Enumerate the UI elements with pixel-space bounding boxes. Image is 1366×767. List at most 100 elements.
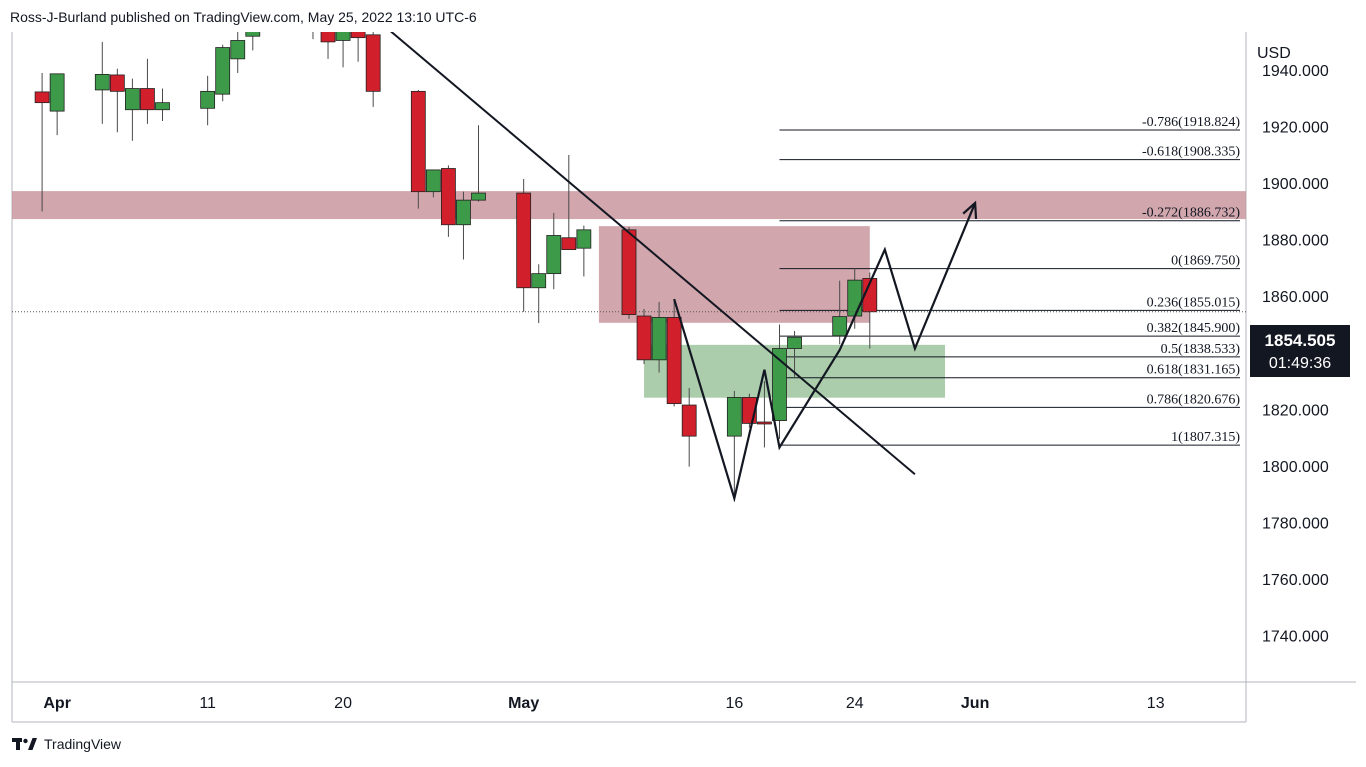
time-axis-tick: Apr: [43, 695, 71, 712]
candle-body: [862, 278, 878, 313]
current-price-badge: 1854.505 01:49:36: [1250, 325, 1350, 377]
candle: [49, 73, 65, 136]
candle-body: [215, 47, 231, 95]
candle-body: [456, 199, 471, 226]
candle-body: [636, 315, 652, 361]
fib-level-label: 0.618(1831.165): [1147, 363, 1241, 378]
candle-body: [94, 73, 110, 91]
candle: [787, 331, 802, 377]
candle: [109, 68, 125, 133]
candle: [155, 88, 170, 122]
candle-body: [471, 192, 486, 201]
chart-frame: [11, 32, 1356, 723]
candle: [261, 8, 275, 28]
candle-body: [651, 317, 667, 361]
price-axis-currency: USD: [1257, 45, 1291, 62]
projection-arrowhead: [962, 200, 978, 220]
candle: [576, 225, 592, 277]
candle: [140, 58, 155, 124]
fib-level-label: -0.618(1908.335): [1142, 145, 1240, 160]
candle: [456, 191, 471, 260]
candles-layer: [34, 0, 878, 502]
candle-body: [320, 32, 336, 43]
candle: [832, 280, 848, 345]
candle: [516, 178, 532, 312]
time-axis-tick: 24: [846, 695, 864, 712]
candle: [306, 0, 320, 40]
price-axis-tick: 1740.000: [1262, 628, 1329, 645]
candle-body: [621, 229, 637, 316]
candle-body: [531, 273, 547, 289]
candle-body: [847, 279, 863, 317]
candle: [621, 227, 637, 319]
price-projection-path: [673, 202, 977, 503]
candle-body: [335, 32, 351, 41]
candle: [320, 32, 336, 59]
fibonacci-retracement: -0.786(1918.824) -0.618(1908.335) -0.272(1…: [779, 115, 1241, 446]
tradingview-brand: TradingView: [44, 736, 122, 752]
candle: [34, 72, 50, 212]
candle-body: [155, 102, 170, 111]
candle-body: [261, 11, 275, 14]
fib-level-label: -0.786(1918.824): [1142, 115, 1240, 130]
candle: [726, 390, 742, 502]
resistance-zone-box: [598, 226, 870, 323]
price-axis-tick: 1900.000: [1262, 176, 1329, 193]
candle: [681, 388, 697, 467]
bar-countdown: 01:49:36: [1269, 355, 1331, 372]
candle: [772, 324, 787, 439]
fib-level-label: 0.5(1838.533): [1161, 342, 1241, 357]
fib-level-label: 1(1807.315): [1171, 430, 1240, 445]
fib-level-label: 0.786(1820.676): [1147, 392, 1241, 407]
candle-body: [306, 0, 320, 31]
time-axis-tick: 16: [725, 695, 743, 712]
candle-body: [546, 235, 562, 275]
candle: [230, 32, 246, 73]
candle: [124, 78, 140, 141]
candle-body: [109, 74, 125, 92]
candle: [636, 308, 652, 365]
candle: [245, 32, 261, 51]
candle-body: [365, 34, 381, 92]
candle-body: [200, 90, 216, 109]
time-axis-tick: 20: [334, 695, 352, 712]
price-axis-tick: 1940.000: [1262, 63, 1329, 80]
candle-body: [561, 237, 577, 251]
candle-body: [49, 73, 65, 112]
candle-body: [410, 90, 426, 193]
candle-body: [516, 192, 532, 289]
current-price-value: 1854.505: [1265, 331, 1336, 350]
candle-body: [124, 88, 140, 111]
price-axis-tick: 1780.000: [1262, 515, 1329, 532]
candle-body: [666, 317, 682, 405]
fib-level-label: 0(1869.750): [1171, 254, 1240, 269]
candle-body: [140, 88, 155, 111]
candle: [546, 212, 562, 290]
fib-level-label: -0.272(1886.732): [1142, 206, 1240, 221]
price-axis-tick: 1860.000: [1262, 289, 1329, 306]
candle-body: [350, 32, 366, 39]
candle: [350, 32, 366, 62]
candle: [94, 41, 110, 124]
candle: [561, 154, 577, 251]
price-axis-tick: 1880.000: [1262, 233, 1329, 250]
fib-level-label: 0.236(1855.015): [1147, 295, 1241, 310]
candle: [666, 300, 682, 407]
candle-body: [681, 404, 697, 437]
time-axis-tick: May: [508, 695, 539, 712]
candle: [425, 169, 441, 198]
price-axis-tick: 1820.000: [1262, 402, 1329, 419]
candle-body: [757, 421, 772, 425]
price-axis-tick: 1800.000: [1262, 459, 1329, 476]
candle-body: [425, 169, 441, 193]
candle-body: [34, 91, 50, 104]
candle-body: [787, 336, 802, 349]
price-axis-tick: 1760.000: [1262, 572, 1329, 589]
candle: [441, 165, 456, 237]
candle: [335, 32, 351, 68]
fib-level-label: 0.382(1845.900): [1147, 321, 1241, 336]
downtrend-line: [390, 32, 916, 476]
candle: [215, 44, 231, 102]
time-axis-tick: Jun: [961, 695, 989, 712]
